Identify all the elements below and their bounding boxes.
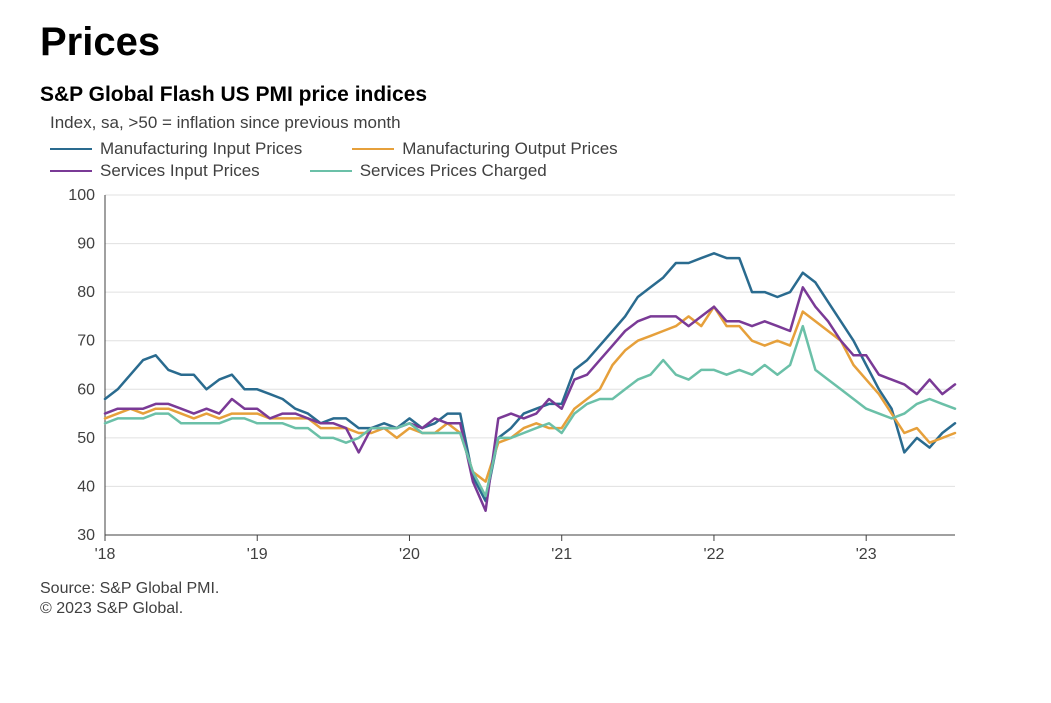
chart-subtitle: S&P Global Flash US PMI price indices	[40, 83, 1011, 107]
svg-text:100: 100	[68, 187, 95, 204]
legend-swatch	[50, 148, 92, 150]
index-note: Index, sa, >50 = inflation since previou…	[50, 113, 1011, 133]
legend-label: Services Input Prices	[100, 161, 260, 181]
legend-item-services-charged: Services Prices Charged	[310, 161, 547, 181]
legend: Manufacturing Input Prices Manufacturing…	[50, 139, 1011, 181]
series-s2	[105, 307, 955, 482]
source-text: Source: S&P Global PMI.	[40, 580, 1011, 598]
svg-text:'18: '18	[95, 546, 116, 563]
svg-text:30: 30	[77, 527, 95, 544]
legend-item-services-input: Services Input Prices	[50, 161, 260, 181]
page-title: Prices	[40, 20, 1011, 65]
chart-area: 30 40 50 60 70 80 90 100 '18 '19 '20 '21 '22 '23	[50, 185, 1011, 570]
svg-text:80: 80	[77, 284, 95, 301]
svg-text:70: 70	[77, 333, 95, 350]
svg-text:'23: '23	[856, 546, 877, 563]
svg-text:'20: '20	[399, 546, 420, 563]
svg-text:50: 50	[77, 430, 95, 447]
series-s3	[105, 287, 955, 510]
legend-swatch	[50, 170, 92, 172]
legend-item-manufacturing-input: Manufacturing Input Prices	[50, 139, 302, 159]
svg-text:'22: '22	[704, 546, 725, 563]
legend-label: Manufacturing Output Prices	[402, 139, 617, 159]
svg-text:'19: '19	[247, 546, 268, 563]
svg-text:'21: '21	[551, 546, 572, 563]
svg-text:90: 90	[77, 236, 95, 253]
series-s1	[105, 253, 955, 501]
copyright-text: © 2023 S&P Global.	[40, 600, 1011, 618]
svg-text:60: 60	[77, 381, 95, 398]
legend-swatch	[310, 170, 352, 172]
legend-label: Manufacturing Input Prices	[100, 139, 302, 159]
svg-text:40: 40	[77, 478, 95, 495]
legend-label: Services Prices Charged	[360, 161, 547, 181]
legend-item-manufacturing-output: Manufacturing Output Prices	[352, 139, 617, 159]
line-chart: 30 40 50 60 70 80 90 100 '18 '19 '20 '21 '22 '23	[50, 185, 970, 565]
legend-swatch	[352, 148, 394, 150]
chart-footer: Source: S&P Global PMI. © 2023 S&P Globa…	[40, 580, 1011, 618]
